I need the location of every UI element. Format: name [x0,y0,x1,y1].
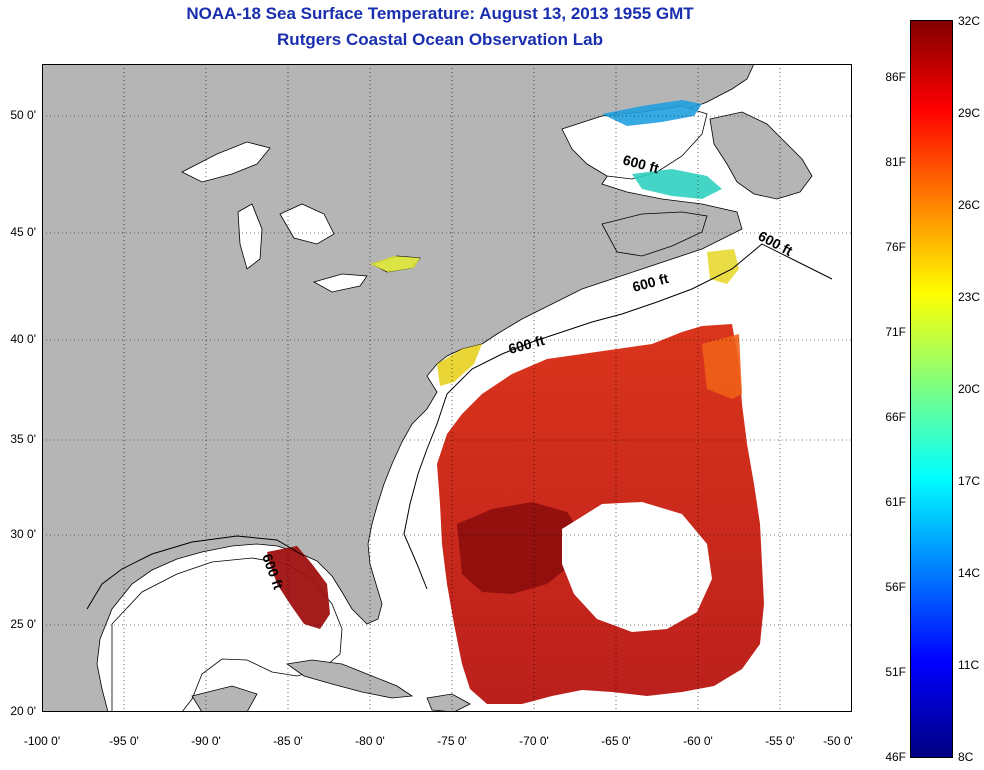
colorbar-c-label: 29C [958,106,981,120]
sst-yellow-coastal [437,344,482,386]
lat-tick: 25 0' [10,617,36,631]
colorbar-f-label: 86F [885,70,906,84]
colorbar-f-label: 81F [885,155,906,169]
colorbar [910,20,953,758]
lat-tick: 45 0' [10,225,36,239]
colorbar-c-label: 26C [958,198,981,212]
lat-tick: 20 0' [10,704,36,718]
map-subtitle: Rutgers Coastal Ocean Observation Lab [277,30,603,49]
lon-tick: -95 0' [109,734,139,748]
lat-tick: 30 0' [10,527,36,541]
colorbar-c-label: 23C [958,290,981,304]
land-newfoundland [709,111,813,200]
sst-orange-patch [702,334,742,399]
colorbar-f-label: 76F [885,240,906,254]
lat-tick: 40 0' [10,332,36,346]
colorbar-f-label: 66F [885,410,906,424]
cloud-gap [562,502,712,632]
map-title: NOAA-18 Sea Surface Temperature: August … [186,4,694,23]
graticule [42,64,852,712]
colorbar-c-label: 32C [958,14,981,28]
colorbar-c-label: 11C [958,658,980,672]
sst-yellow-ns [707,249,739,284]
colorbar-f-label: 46F [885,750,906,764]
lat-tick: 35 0' [10,432,36,446]
sst-hot-core [457,502,582,594]
land-nova-scotia [601,211,708,257]
colorbar-c-label: 17C [958,474,981,488]
gulf-of-mexico [111,557,343,712]
sst-map: 600 ft 600 ft 600 ft 600 ft 600 ft [42,64,852,712]
lon-tick: -65 0' [601,734,631,748]
contour-600ft [86,243,833,610]
land-north-america [42,64,755,712]
map-frame [42,64,852,712]
lon-tick: -90 0' [191,734,221,748]
sst-lake-yellow [370,256,420,272]
lat-tick: 50 0' [10,108,36,122]
colorbar-f-label: 56F [885,580,906,594]
lon-tick: -80 0' [355,734,385,748]
lon-tick: -60 0' [683,734,713,748]
sst-gulf-patch [267,546,330,629]
colorbar-f-label: 71F [885,325,906,339]
lon-tick: -55 0' [765,734,795,748]
sst-cyan-patch [632,169,722,199]
colorbar-c-label: 20C [958,382,981,396]
colorbar-c-label: 8C [958,750,974,764]
lon-tick: -70 0' [519,734,549,748]
lon-tick: -75 0' [437,734,467,748]
caribbean-islands [191,659,471,712]
lon-tick: -50 0' [823,734,853,748]
sst-cool-patch [602,100,702,126]
lon-tick: -100 0' [23,734,61,748]
colorbar-f-label: 51F [885,665,906,679]
colorbar-f-label: 61F [885,495,906,509]
lon-tick: -85 0' [273,734,303,748]
colorbar-c-label: 14C [958,566,981,580]
